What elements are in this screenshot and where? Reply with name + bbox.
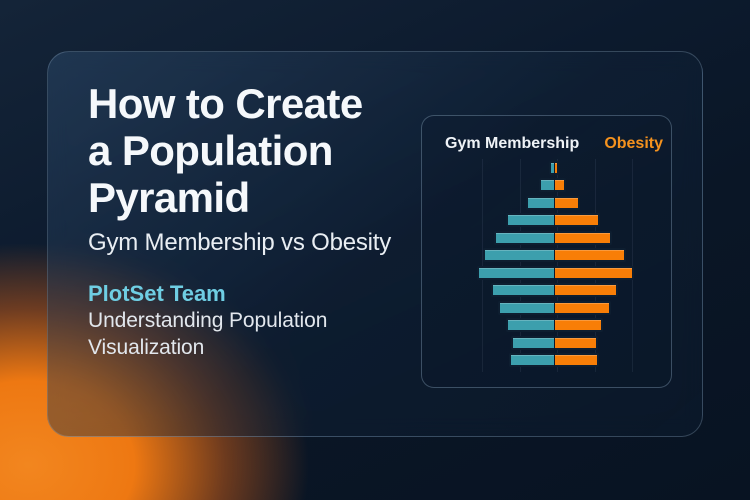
pyramid-bar-left bbox=[526, 195, 555, 210]
page-title: How to Create a Population Pyramid bbox=[48, 80, 408, 221]
pyramid-bar-left bbox=[539, 178, 555, 193]
chart-panel: Gym Membership Obesity bbox=[421, 115, 672, 388]
pyramid-bar-left bbox=[490, 283, 555, 298]
pyramid-bar-right bbox=[554, 161, 560, 175]
pyramid-bar-right bbox=[554, 283, 619, 298]
legend-obesity-label: Obesity bbox=[604, 135, 663, 152]
pyramid-bar-right bbox=[554, 230, 613, 245]
pyramid-bar-left bbox=[548, 161, 555, 175]
pyramid-bar-left bbox=[497, 300, 555, 315]
title-line-3: Pyramid bbox=[88, 174, 250, 221]
pyramid-bar-right bbox=[554, 248, 626, 263]
pyramid-bar-left bbox=[509, 352, 555, 367]
pyramid-bar-right bbox=[554, 352, 599, 367]
pyramid-bar-left bbox=[483, 248, 555, 263]
author-name: PlotSet Team bbox=[88, 281, 226, 306]
pyramid-bar-right bbox=[554, 265, 634, 280]
pyramid-bar-right bbox=[554, 335, 598, 350]
subtitle: Gym Membership vs Obesity bbox=[88, 229, 392, 256]
title-line-1: How to Create bbox=[88, 80, 363, 127]
title-line-2: a Population bbox=[88, 127, 333, 174]
chart-gridline bbox=[482, 159, 483, 372]
pyramid-bar-right bbox=[554, 195, 580, 210]
pyramid-bar-right bbox=[554, 178, 567, 193]
legend-gym-membership-label: Gym Membership bbox=[445, 135, 580, 152]
pyramid-bar-left bbox=[506, 213, 555, 228]
pyramid-bar-right bbox=[554, 300, 611, 315]
chart-gridline bbox=[557, 159, 558, 372]
pyramid-bar-left bbox=[506, 318, 555, 333]
pyramid-bar-left bbox=[477, 265, 555, 280]
chart-gridline bbox=[632, 159, 633, 372]
pyramid-bar-right bbox=[554, 318, 603, 333]
pyramid-bar-right bbox=[554, 213, 600, 228]
pyramid-bar-left bbox=[494, 230, 555, 245]
chart-gridline bbox=[519, 159, 521, 372]
chart-gridline bbox=[594, 159, 596, 372]
population-pyramid-chart bbox=[422, 116, 671, 387]
pyramid-bar-left bbox=[511, 335, 555, 350]
description-text: Understanding Population Visualization bbox=[88, 309, 328, 359]
content-card: How to Create a Population Pyramid Gym M… bbox=[47, 51, 703, 437]
